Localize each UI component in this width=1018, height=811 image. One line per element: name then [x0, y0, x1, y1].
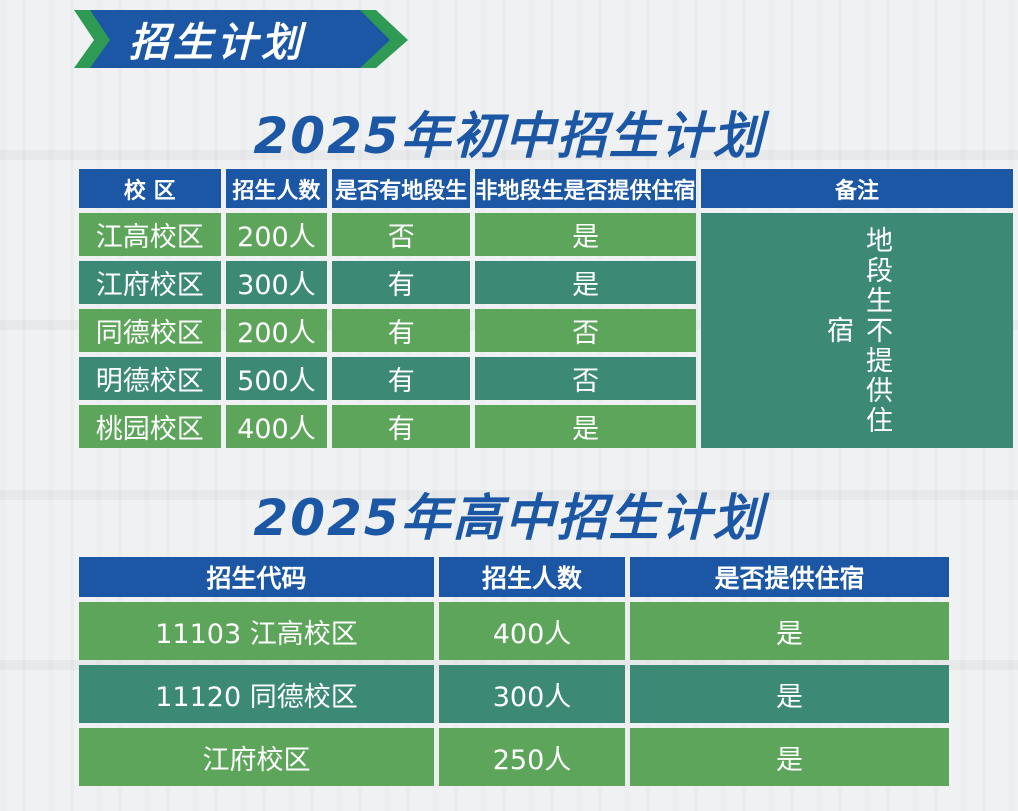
senior-plan-heading: 2025年高中招生计划	[253, 489, 765, 547]
senior-plan-table: 招生代码 招生人数 是否提供住宿 11103 江高校区 400人 是 11120…	[74, 552, 954, 791]
note-cell: 地段生不提供住宿	[700, 213, 1013, 448]
count-cell: 300人	[439, 665, 625, 723]
table-row: 江府校区 250人 是	[79, 728, 949, 786]
district-cell: 有	[332, 309, 471, 352]
lodging-cell: 是	[630, 665, 949, 723]
code-cell: 11120 同德校区	[79, 665, 434, 723]
district-cell: 有	[332, 261, 471, 304]
code-cell: 11103 江高校区	[79, 602, 434, 660]
banner-title: 招生计划	[129, 20, 305, 66]
count-cell: 200人	[225, 309, 328, 352]
lodging-cell: 是	[475, 405, 696, 448]
lodging-cell: 是	[630, 728, 949, 786]
junior-plan-table: 校 区 招生人数 是否有地段生 非地段生是否提供住宿 备注 江高校区 200人 …	[74, 164, 1018, 453]
lodging-cell: 否	[475, 309, 696, 352]
junior-plan-heading: 2025年初中招生计划	[253, 107, 765, 165]
count-cell: 400人	[439, 602, 625, 660]
campus-cell: 同德校区	[79, 309, 221, 352]
column-header-code: 招生代码	[79, 557, 434, 597]
lodging-cell: 是	[475, 213, 696, 256]
table-row: 明德校区 500人 有 否	[79, 357, 1013, 400]
table-row: 江府校区 300人 有 是	[79, 261, 1013, 304]
campus-cell: 江府校区	[79, 261, 221, 304]
campus-cell: 桃园校区	[79, 405, 221, 448]
count-cell: 200人	[225, 213, 328, 256]
column-header-count: 招生人数	[439, 557, 625, 597]
lodging-cell: 是	[630, 602, 949, 660]
count-cell: 250人	[439, 728, 625, 786]
column-header-lodging: 非地段生是否提供住宿	[475, 169, 696, 208]
column-header-count: 招生人数	[225, 169, 328, 208]
district-cell: 否	[332, 213, 471, 256]
section-banner: 招生计划	[60, 6, 412, 72]
campus-cell: 明德校区	[79, 357, 221, 400]
table-row: 同德校区 200人 有 否	[79, 309, 1013, 352]
district-cell: 有	[332, 357, 471, 400]
column-header-district: 是否有地段生	[332, 169, 471, 208]
table-row: 11103 江高校区 400人 是	[79, 602, 949, 660]
column-header-campus: 校 区	[79, 169, 221, 208]
table-row: 11120 同德校区 300人 是	[79, 665, 949, 723]
count-cell: 400人	[225, 405, 328, 448]
district-cell: 有	[332, 405, 471, 448]
code-cell: 江府校区	[79, 728, 434, 786]
column-header-note: 备注	[700, 169, 1013, 208]
lodging-cell: 是	[475, 261, 696, 304]
table-row: 江高校区 200人 否 是 地段生不提供住宿	[79, 213, 1013, 448]
count-cell: 500人	[225, 357, 328, 400]
column-header-lodging: 是否提供住宿	[630, 557, 949, 597]
table-row: 桃园校区 400人 有 是	[79, 405, 1013, 448]
lodging-cell: 否	[475, 357, 696, 400]
campus-cell: 江高校区	[79, 213, 221, 256]
count-cell: 300人	[225, 261, 328, 304]
